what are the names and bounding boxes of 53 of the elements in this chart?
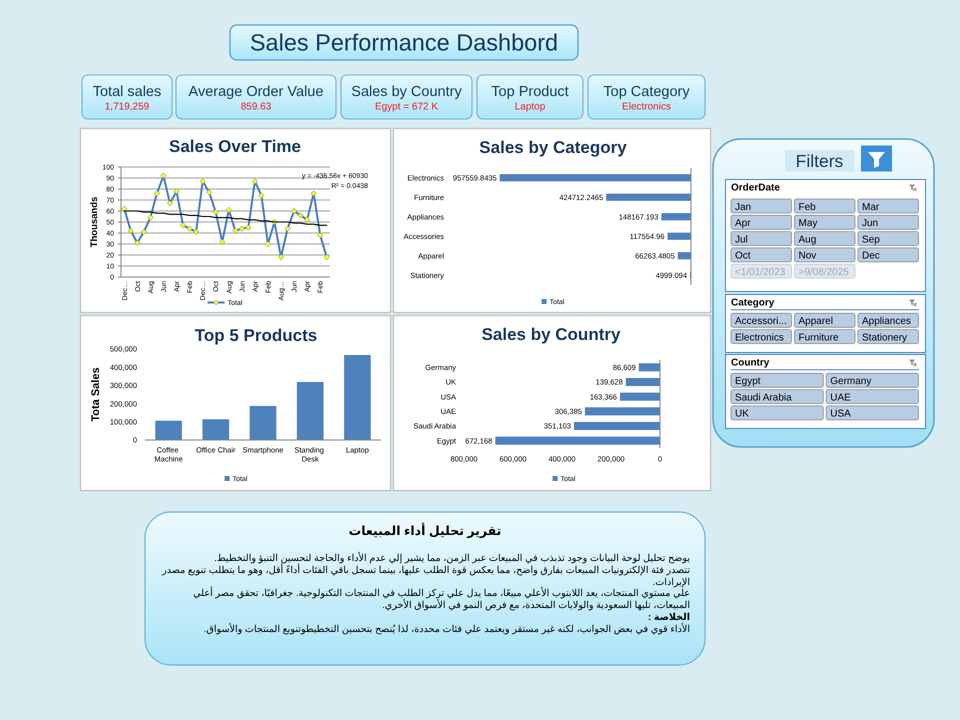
text: Sales by Country xyxy=(351,84,462,100)
text: Top Product xyxy=(491,84,569,100)
y-axis-title: Tota Sales xyxy=(90,367,102,422)
chart-title: Sales by Country xyxy=(482,325,621,344)
category-label: USA xyxy=(830,408,852,420)
text: Category xyxy=(731,298,775,309)
category-label: Sep xyxy=(862,234,880,246)
category-label: Apparel xyxy=(798,316,833,328)
text: Top Category xyxy=(603,84,690,100)
text: تقرير تحليل أداء المبيعات xyxy=(348,524,502,539)
category-label: Apr xyxy=(735,218,752,230)
text: OrderDate xyxy=(731,182,780,194)
text: Electronics xyxy=(622,102,671,112)
text: <1/01/2023 xyxy=(735,267,786,278)
text: Filters xyxy=(796,151,844,171)
text: Country xyxy=(731,358,770,369)
category-label: Electronics xyxy=(735,332,784,344)
category-label: May xyxy=(798,218,818,230)
category-label: Jul xyxy=(735,234,748,246)
category-label: Germany xyxy=(830,376,872,388)
text: Sales Performance Dashbord xyxy=(250,30,558,56)
text: Average Order Value xyxy=(188,84,324,100)
chart-title: Sales Over Time xyxy=(169,137,301,156)
category-label: Jun xyxy=(862,218,878,230)
category-label: Saudi Arabia xyxy=(735,392,792,404)
category-label: UK xyxy=(735,408,750,420)
category-label: Dec xyxy=(862,250,880,262)
category-label: Furniture xyxy=(798,332,839,344)
text: Laptop xyxy=(514,102,546,112)
category-label: Stationery xyxy=(862,332,908,344)
text: الخلاصة : xyxy=(646,612,690,623)
category-label: Accessori... xyxy=(735,316,787,328)
text: >9/08/2025 xyxy=(798,267,850,278)
text: Total sales xyxy=(92,84,162,100)
text: يوضح تحليل لوحة البيانات وجود تذبذب في المبيعات عبر الزمن، مما يشير إلي عدم الأداء والحاجة لتحسين التنبؤ والتخطيط. xyxy=(213,553,690,564)
text: Egypt = 672 K xyxy=(374,102,438,112)
text: علي مستوي المنتجات، يعد اللابتوب الأعلي مبيعًا، مما يدل علي تركز الطلب في المنتجات التكنولوجية. جغرافيًا، تحقق مصر أعلي المبيعات، تليها السعودية والولايات المتحدة، مع فرص النمو في الأسواق الأخري. xyxy=(192,588,690,612)
text: 1,719,259 xyxy=(104,102,150,112)
category-label: UAE xyxy=(830,392,852,404)
category-label: Feb xyxy=(798,202,816,213)
chart-title: Top 5 Products xyxy=(194,326,318,345)
category-label: Jan xyxy=(735,202,752,213)
text: 859.63 xyxy=(240,102,272,112)
category-label: Mar xyxy=(862,202,880,213)
y-axis-title: Thousands xyxy=(89,196,100,248)
category-label: Oct xyxy=(735,250,751,262)
chart-title: Sales by Category xyxy=(479,138,628,157)
category-label: Appliances xyxy=(862,316,911,328)
text: الأداء قوي في بعض الجوانب، لكنه غير مستقر ويعتمد علي فئات محددة، لذا يُنصح بتحسين التخطيطوتنويع المنتجات والأسواق. xyxy=(202,624,690,636)
text: تتصدر فئة الإلكترونيات المبيعات بفارق واضح، مما يعكس قوة الطلب عليها، بينما تسجل باقي الفئات أداءً أقل، وهو ما يتطلب تنويع مصدر الإيرادات. xyxy=(160,564,690,588)
category-label: Nov xyxy=(798,250,816,262)
category-label: Egypt xyxy=(735,376,761,388)
category-label: Aug xyxy=(798,234,816,246)
